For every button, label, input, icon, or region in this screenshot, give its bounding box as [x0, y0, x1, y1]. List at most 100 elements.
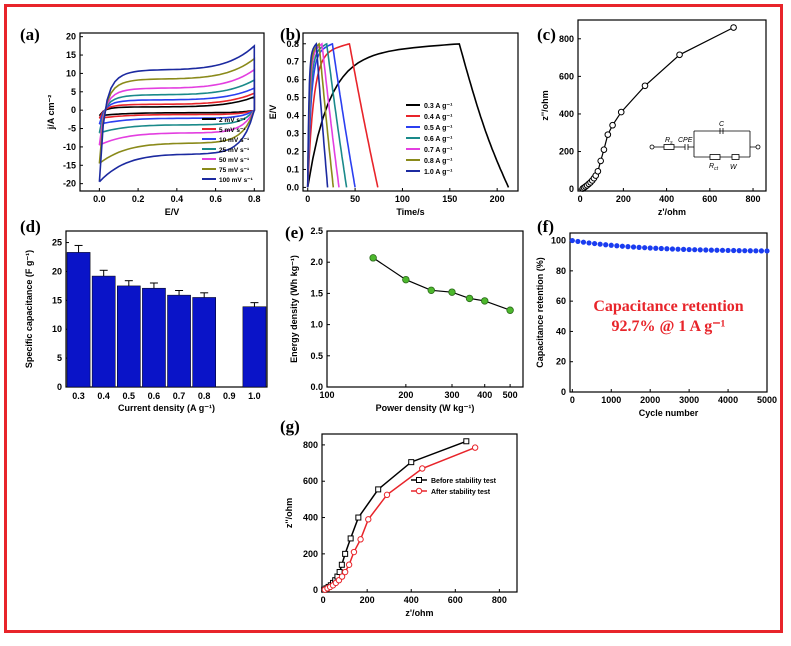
y-tick-label-e: 0.0 — [310, 382, 323, 392]
x-tick-label-e: 500 — [503, 390, 518, 400]
eis-point — [347, 535, 354, 542]
circuit-subscript: s — [670, 140, 673, 146]
x-tick-label-a: 0.2 — [132, 194, 145, 204]
x-axis-label-c: z'/ohm — [658, 207, 686, 217]
y-tick-label-e: 2.0 — [310, 257, 323, 267]
ragone-point — [448, 288, 456, 296]
y-tick-label-a: 5 — [71, 87, 76, 97]
y-tick-label-f: 40 — [556, 326, 566, 336]
x-tick-label-d: 0.9 — [223, 391, 236, 401]
legend-label-b: 0.7 A g⁻¹ — [424, 147, 453, 154]
legend-label-b: 0.3 A g⁻¹ — [424, 103, 453, 110]
y-tick-label-e: 1.5 — [310, 288, 323, 298]
legend-marker-g — [416, 477, 422, 483]
gcd-curve — [306, 42, 340, 188]
cv-curve — [98, 44, 256, 183]
y-tick-label-g: 400 — [303, 513, 318, 523]
x-tick-label-e: 400 — [477, 390, 492, 400]
retention-point — [614, 243, 620, 249]
x-tick-label-f: 4000 — [718, 395, 738, 405]
ragone-point — [506, 306, 514, 314]
nyquist-point — [604, 131, 612, 138]
retention-point — [703, 247, 709, 253]
eis-point — [408, 459, 415, 466]
y-tick-label-e: 1.0 — [310, 320, 323, 330]
legend-label-a: 50 mV s⁻¹ — [219, 157, 249, 164]
y-tick-label-d: 15 — [52, 295, 62, 305]
x-tick-label-f: 3000 — [679, 395, 699, 405]
eis-point — [375, 486, 382, 493]
eis-point — [342, 550, 349, 557]
eis-point — [383, 491, 391, 499]
retention-point — [675, 246, 681, 252]
y-tick-label-a: 10 — [66, 68, 76, 78]
circuit-subscript: ct — [714, 166, 719, 172]
circuit-label: C — [719, 121, 725, 128]
y-axis-label-c: z''/ohm — [540, 90, 550, 120]
y-tick-label-b: 0.1 — [286, 164, 299, 174]
retention-point — [608, 242, 614, 248]
plot-frame-g — [321, 433, 518, 593]
annotation-title: Capacitance retention — [593, 298, 743, 315]
legend-label-b: 1.0 A g⁻¹ — [424, 169, 453, 176]
circuit-label: CPE — [678, 137, 693, 144]
y-tick-label-e: 2.5 — [310, 226, 323, 236]
y-axis-label-f: Capacitance retention (%) — [535, 257, 545, 368]
nyquist-point — [730, 24, 737, 31]
y-tick-label-c: 200 — [559, 147, 574, 157]
x-tick-label-c: 600 — [702, 194, 717, 204]
retention-point — [625, 244, 631, 250]
y-tick-label-g: 600 — [303, 476, 318, 486]
annotation-value: 92.7% @ 1 A g⁻¹ — [612, 318, 726, 335]
x-axis-label-e: Power density (W kg⁻¹) — [376, 403, 475, 413]
eis-point — [341, 568, 349, 576]
x-tick-label-e: 300 — [444, 390, 459, 400]
plot-frame-a — [79, 32, 265, 192]
retention-point — [736, 248, 742, 254]
plot-frame-e — [326, 230, 524, 388]
legend-label-a: 5 mV s⁻¹ — [219, 127, 246, 134]
y-tick-label-a: 15 — [66, 50, 76, 60]
y-tick-label-b: 0.3 — [286, 129, 299, 139]
equivalent-circuit: Rs CPE C Rct W — [649, 121, 761, 172]
legend-label-b: 0.6 A g⁻¹ — [424, 136, 453, 143]
retention-point — [586, 240, 592, 246]
y-tick-label-a: -10 — [63, 142, 76, 152]
eis-point — [463, 438, 470, 445]
x-tick-label-d: 0.6 — [148, 391, 161, 401]
ragone-point — [369, 254, 377, 262]
nyquist-point — [597, 157, 604, 165]
x-tick-label-e: 200 — [398, 390, 413, 400]
y-tick-label-a: -20 — [63, 179, 76, 189]
x-axis-label-f: Cycle number — [639, 408, 699, 418]
x-axis-label-d: Current density (A g⁻¹) — [118, 403, 215, 413]
nyquist-point — [617, 108, 625, 116]
retention-point — [697, 247, 703, 253]
retention-point — [747, 248, 753, 254]
x-tick-label-g: 200 — [360, 595, 375, 605]
y-tick-label-c: 800 — [559, 34, 574, 44]
circuit-label: Rs — [665, 137, 673, 146]
x-tick-label-f: 5000 — [757, 395, 777, 405]
y-tick-label-f: 60 — [556, 296, 566, 306]
y-axis-label-d: Specific capacitance (F g⁻¹) — [24, 250, 34, 368]
eis-point — [471, 444, 479, 451]
panel-label-a: (a) — [20, 25, 40, 44]
retention-point — [686, 246, 692, 253]
y-tick-label-b: 0.6 — [286, 75, 299, 85]
y-tick-label-b: 0.4 — [286, 111, 299, 121]
circuit-warburg — [731, 154, 740, 160]
x-tick-label-d: 0.8 — [198, 391, 211, 401]
eis-point — [419, 465, 426, 472]
plot-frame-c — [577, 19, 767, 192]
eis-point — [338, 561, 345, 568]
retention-point — [758, 248, 765, 254]
panel-label-f: (f) — [537, 217, 554, 236]
retention-point — [653, 245, 659, 251]
retention-point — [569, 237, 575, 244]
x-tick-label-a: 0.8 — [248, 194, 261, 204]
panel-label-c: (c) — [537, 25, 556, 44]
legend-label-g: After stability test — [431, 489, 491, 496]
x-tick-label-g: 800 — [492, 595, 507, 605]
nyquist-point — [641, 82, 649, 90]
